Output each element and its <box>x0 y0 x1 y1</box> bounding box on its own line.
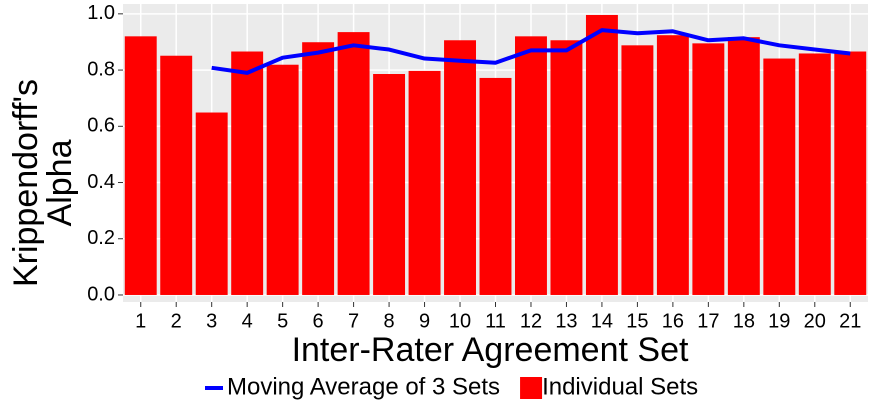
x-tick-label: 16 <box>662 310 684 332</box>
bar <box>124 36 157 295</box>
x-tick-label: 20 <box>804 310 826 332</box>
bar <box>656 35 689 295</box>
x-tick-label: 19 <box>768 310 790 332</box>
bar <box>550 40 583 295</box>
bar <box>231 51 264 295</box>
legend-swatch <box>520 377 543 399</box>
bar <box>408 70 441 295</box>
x-tick-label: 21 <box>839 310 861 332</box>
line <box>211 28 851 75</box>
bar <box>444 40 476 295</box>
bar <box>763 58 796 295</box>
bar <box>798 53 831 295</box>
x-axis-title: Inter-Rater Agreement Set <box>292 331 689 369</box>
x-tick-label: 11 <box>485 310 506 332</box>
bar <box>692 43 725 295</box>
bar <box>302 42 335 295</box>
bar <box>195 112 228 295</box>
bar <box>515 36 547 295</box>
legend-label: Moving Average of 3 Sets <box>227 373 500 400</box>
x-tick-label: 10 <box>449 310 471 332</box>
x-tick-label: 13 <box>555 310 577 332</box>
x-tick-label: 3 <box>206 310 217 332</box>
bar <box>621 45 654 295</box>
bar <box>373 74 406 295</box>
x-tick-label: 17 <box>697 310 719 332</box>
x-tick-label: 1 <box>135 310 146 332</box>
x-tick-label: 2 <box>171 310 182 332</box>
y-tick-label: 0.0 <box>87 283 115 305</box>
legend-label: Individual Sets <box>542 373 698 400</box>
x-tick-label: 15 <box>626 310 648 332</box>
x-tick-label: 5 <box>277 310 288 332</box>
bar <box>727 37 760 295</box>
y-axis-title: Krippendorff's <box>7 79 45 287</box>
x-tick-label: 9 <box>419 310 430 332</box>
y-tick-label: 0.2 <box>87 227 115 249</box>
x-tick-label: 7 <box>348 310 359 332</box>
x-tick-label: 8 <box>384 310 395 332</box>
y-tick-label: 0.8 <box>87 58 115 80</box>
y-tick-label: 0.4 <box>87 171 115 193</box>
y-axis-title: Alpha <box>41 139 79 226</box>
y-tick-label: 0.6 <box>87 115 115 137</box>
x-tick-label: 6 <box>313 310 324 332</box>
y-tick-label: 1.0 <box>87 2 115 24</box>
x-tick-label: 12 <box>520 310 542 332</box>
bar <box>479 77 512 295</box>
bar <box>585 14 618 295</box>
bar <box>337 32 370 295</box>
x-tick-label: 18 <box>733 310 755 332</box>
bar <box>266 64 299 295</box>
bar <box>834 51 867 295</box>
x-tick-label: 14 <box>591 310 613 332</box>
bar <box>160 55 193 295</box>
x-tick-label: 4 <box>242 310 253 332</box>
